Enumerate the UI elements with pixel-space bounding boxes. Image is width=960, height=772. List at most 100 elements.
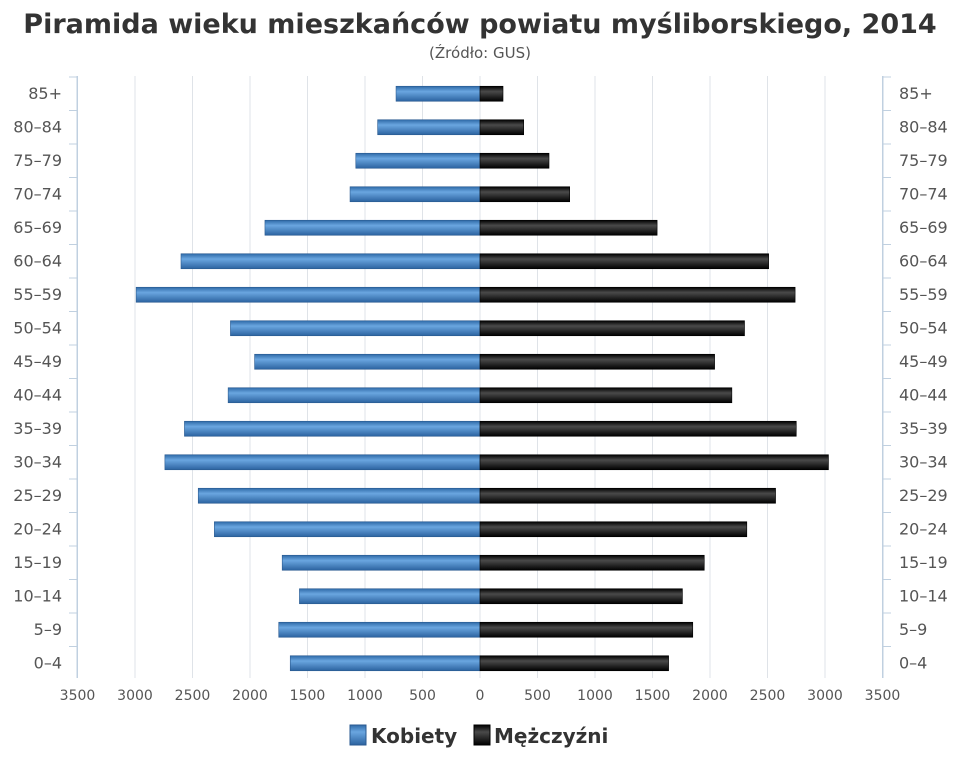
x-tick-label: 1500 xyxy=(635,688,671,704)
category-label-right: 55–59 xyxy=(899,285,948,304)
bar-mezczyzni xyxy=(479,655,669,672)
category-label-left: 5–9 xyxy=(34,620,62,639)
category-label-right: 35–39 xyxy=(899,419,948,438)
grid-lines xyxy=(69,76,891,678)
category-label-left: 15–19 xyxy=(13,553,62,572)
bar-kobiety xyxy=(227,387,481,404)
x-tick-label: 2500 xyxy=(175,688,211,704)
category-label-left: 0–4 xyxy=(34,653,62,672)
bar-mezczyzni xyxy=(479,320,745,337)
category-label-right: 65–69 xyxy=(899,218,948,237)
category-label-left: 75–79 xyxy=(13,151,62,170)
bar-kobiety xyxy=(278,621,481,638)
bar-kobiety xyxy=(281,554,481,571)
category-label-right: 25–29 xyxy=(899,486,948,505)
bar-kobiety xyxy=(377,119,481,136)
category-label-right: 30–34 xyxy=(899,452,948,471)
bar-kobiety xyxy=(299,588,481,605)
category-label-right: 70–74 xyxy=(899,184,948,203)
bar-mezczyzni xyxy=(479,219,658,236)
x-tick-label: 1000 xyxy=(577,688,613,704)
legend-swatch-mezczyzni xyxy=(473,724,491,746)
bar-kobiety xyxy=(395,85,481,102)
chart-title: Piramida wieku mieszkańców powiatu myśli… xyxy=(23,9,936,40)
bar-mezczyzni xyxy=(479,487,776,504)
bar-kobiety xyxy=(289,655,481,672)
category-label-right: 45–49 xyxy=(899,352,948,371)
x-tick-label: 1500 xyxy=(290,688,326,704)
legend-label-mezczyzni: Mężczyźni xyxy=(494,724,608,748)
category-label-right: 20–24 xyxy=(899,519,948,538)
x-tick-label: 3000 xyxy=(117,688,153,704)
legend-item-kobiety[interactable]: Kobiety xyxy=(349,724,457,748)
category-label-right: 60–64 xyxy=(899,251,948,270)
bar-mezczyzni xyxy=(479,286,796,303)
category-label-left: 65–69 xyxy=(13,218,62,237)
bar-mezczyzni xyxy=(479,454,829,471)
bar-kobiety xyxy=(164,454,481,471)
bar-kobiety xyxy=(135,286,481,303)
category-label-left: 10–14 xyxy=(13,586,62,605)
bar-kobiety xyxy=(254,353,481,370)
category-label-left: 55–59 xyxy=(13,285,62,304)
bar-mezczyzni xyxy=(479,353,715,370)
legend: Kobiety Mężczyźni xyxy=(349,724,608,748)
legend-label-kobiety: Kobiety xyxy=(371,724,457,748)
bar-mezczyzni xyxy=(479,554,705,571)
category-labels: 85+ 85+ 80–84 80–84 75–79 75–79 70–74 70–74 65–6… xyxy=(13,84,947,673)
category-label-right: 15–19 xyxy=(899,553,948,572)
category-label-right: 75–79 xyxy=(899,151,948,170)
bar-mezczyzni xyxy=(479,186,570,203)
bar-mezczyzni xyxy=(479,521,748,538)
category-label-right: 5–9 xyxy=(899,620,927,639)
bar-kobiety xyxy=(349,186,481,203)
bar-mezczyzni xyxy=(479,152,550,169)
category-label-left: 30–34 xyxy=(13,452,62,471)
x-tick-label: 2000 xyxy=(692,688,728,704)
category-label-right: 0–4 xyxy=(899,653,927,672)
x-tick-label: 3000 xyxy=(807,688,843,704)
bar-kobiety xyxy=(355,152,481,169)
category-label-right: 50–54 xyxy=(899,318,948,337)
category-label-left: 45–49 xyxy=(13,352,62,371)
category-label-left: 40–44 xyxy=(13,385,62,404)
x-tick-label: 500 xyxy=(409,688,436,704)
category-label-right: 80–84 xyxy=(899,117,948,136)
category-label-left: 50–54 xyxy=(13,318,62,337)
bar-kobiety xyxy=(184,420,481,437)
bar-kobiety xyxy=(264,219,481,236)
legend-swatch-kobiety xyxy=(349,724,367,746)
chart-subtitle: (Źródło: GUS) xyxy=(429,43,531,62)
category-label-left: 35–39 xyxy=(13,419,62,438)
category-label-left: 85+ xyxy=(28,84,62,103)
legend-item-mezczyzni[interactable]: Mężczyźni xyxy=(473,724,608,748)
bar-mezczyzni xyxy=(479,119,525,136)
x-axis-ticks: 3500 3000 2500 2000 1500 1000 500 0 500 1000 1500 2… xyxy=(60,688,901,704)
bar-mezczyzni xyxy=(479,253,769,270)
bar-mezczyzni xyxy=(479,85,504,102)
bar-mezczyzni xyxy=(479,621,694,638)
category-label-left: 70–74 xyxy=(13,184,62,203)
category-label-left: 20–24 xyxy=(13,519,62,538)
bar-kobiety xyxy=(230,320,481,337)
bar-kobiety xyxy=(197,487,481,504)
category-label-left: 25–29 xyxy=(13,486,62,505)
x-tick-label: 3500 xyxy=(865,688,901,704)
category-label-right: 10–14 xyxy=(899,586,948,605)
x-tick-label: 500 xyxy=(524,688,551,704)
bar-kobiety xyxy=(214,521,481,538)
bar-mezczyzni xyxy=(479,588,683,605)
bar-kobiety xyxy=(180,253,481,270)
x-tick-label: 0 xyxy=(476,688,485,704)
category-label-right: 85+ xyxy=(899,84,933,103)
bars xyxy=(135,85,829,672)
category-label-left: 60–64 xyxy=(13,251,62,270)
category-label-left: 80–84 xyxy=(13,117,62,136)
category-label-right: 40–44 xyxy=(899,385,948,404)
bar-mezczyzni xyxy=(479,387,733,404)
x-tick-label: 2500 xyxy=(750,688,786,704)
x-tick-label: 2000 xyxy=(232,688,268,704)
x-tick-label: 1000 xyxy=(347,688,383,704)
